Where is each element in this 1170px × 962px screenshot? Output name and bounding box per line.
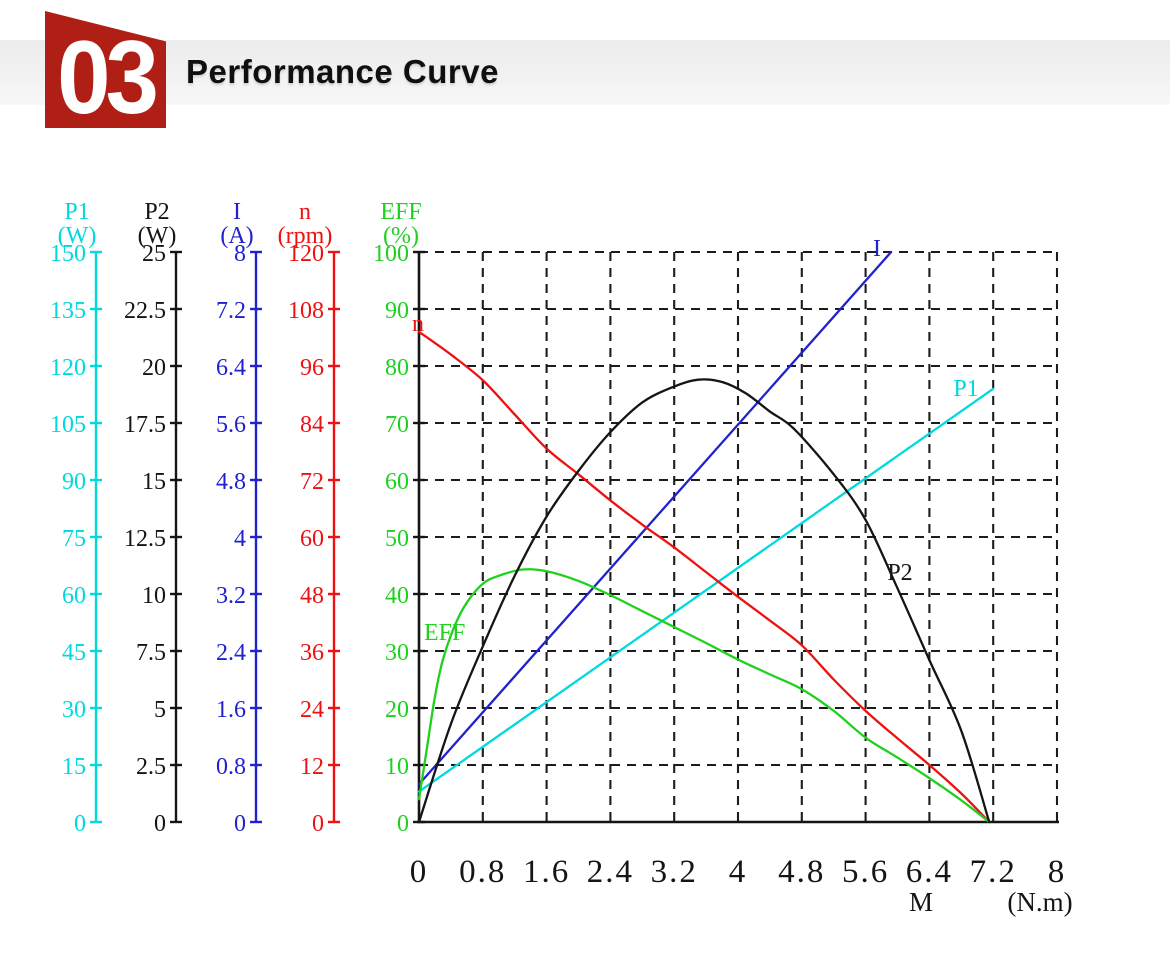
y-tick-label-I: 8: [234, 241, 246, 267]
x-tick-label: 2.4: [587, 854, 634, 890]
curve-I: [417, 250, 893, 786]
y-tick-label-EFF: 10: [385, 754, 409, 780]
y-tick-label-P2: 15: [142, 469, 166, 495]
y-tick-label-P1: 90: [62, 469, 86, 495]
curve-label-P1: P1: [953, 376, 978, 402]
y-tick-label-P1: 30: [62, 697, 86, 723]
y-tick-label-n: 96: [300, 355, 324, 381]
y-tick-label-P2: 7.5: [136, 640, 166, 666]
y-axis-EFF: [413, 250, 425, 824]
y-tick-label-n: 48: [300, 583, 324, 609]
curve-label-EFF: EFF: [424, 620, 465, 646]
y-tick-label-P1: 0: [74, 811, 86, 837]
y-axis-name-P2: P2: [144, 199, 169, 225]
plot-grid: [419, 250, 1059, 822]
page-title: Performance Curve: [186, 53, 499, 90]
y-axis-P1: [90, 250, 102, 824]
y-tick-label-P2: 22.5: [124, 298, 166, 324]
x-tick-label: 0.8: [459, 854, 506, 890]
y-tick-label-I: 1.6: [216, 697, 246, 723]
y-tick-label-EFF: 80: [385, 355, 409, 381]
y-tick-label-n: 24: [300, 697, 324, 723]
y-axis-unit-P1: (W): [58, 223, 97, 249]
curve-label-I: I: [873, 236, 881, 262]
x-tick-label: 4.8: [778, 854, 825, 890]
x-axis-unit: (N.m): [1007, 887, 1072, 917]
y-tick-label-I: 0: [234, 811, 246, 837]
y-tick-label-P1: 60: [62, 583, 86, 609]
y-tick-label-I: 7.2: [216, 298, 246, 324]
y-tick-label-n: 36: [300, 640, 324, 666]
y-tick-label-P2: 10: [142, 583, 166, 609]
y-tick-label-P2: 0: [154, 811, 166, 837]
y-tick-label-P2: 25: [142, 241, 166, 267]
y-tick-label-P2: 12.5: [124, 526, 166, 552]
y-tick-label-I: 4.8: [216, 469, 246, 495]
y-tick-label-EFF: 90: [385, 298, 409, 324]
y-tick-label-EFF: 50: [385, 526, 409, 552]
x-tick-label: 3.2: [651, 854, 698, 890]
x-tick-label: 1.6: [523, 854, 570, 890]
y-axis-unit-EFF: (%): [383, 223, 419, 249]
y-tick-label-P1: 105: [50, 412, 86, 438]
y-tick-label-EFF: 70: [385, 412, 409, 438]
curve-P2: [417, 378, 991, 824]
y-axis-name-I: I: [233, 199, 241, 225]
y-tick-label-P1: 150: [50, 241, 86, 267]
y-axis-unit-n: (rpm): [278, 223, 333, 249]
header-strip: [0, 40, 1170, 105]
x-tick-label: 0: [410, 854, 429, 890]
y-tick-label-I: 2.4: [216, 640, 246, 666]
curve-n: [417, 330, 991, 824]
y-tick-label-P1: 75: [62, 526, 86, 552]
curve-label-P2: P2: [887, 560, 912, 586]
y-tick-label-n: 120: [288, 241, 324, 267]
y-tick-label-EFF: 40: [385, 583, 409, 609]
y-axis-name-P1: P1: [64, 199, 89, 225]
y-tick-label-I: 4: [234, 526, 246, 552]
y-tick-label-n: 0: [312, 811, 324, 837]
y-tick-label-EFF: 20: [385, 697, 409, 723]
y-tick-label-P2: 5: [154, 697, 166, 723]
y-tick-label-P2: 2.5: [136, 754, 166, 780]
x-tick-label: 7.2: [970, 854, 1017, 890]
x-axis-label: M: [909, 887, 933, 917]
y-axis-I: [250, 250, 262, 824]
y-axis-P2: [170, 250, 182, 824]
section-number: 03: [57, 19, 159, 136]
y-tick-label-P1: 120: [50, 355, 86, 381]
y-tick-label-EFF: 30: [385, 640, 409, 666]
curve-P1: [417, 387, 995, 793]
y-tick-label-P2: 20: [142, 355, 166, 381]
y-tick-label-n: 60: [300, 526, 324, 552]
y-tick-label-n: 12: [300, 754, 324, 780]
x-tick-label: 6.4: [906, 854, 953, 890]
y-tick-label-P1: 45: [62, 640, 86, 666]
curve-label-n: n: [412, 311, 424, 337]
y-axis-name-EFF: EFF: [380, 199, 421, 225]
y-tick-label-I: 3.2: [216, 583, 246, 609]
y-axis-unit-I: (A): [220, 223, 253, 249]
y-tick-label-P1: 15: [62, 754, 86, 780]
y-tick-label-P1: 135: [50, 298, 86, 324]
x-tick-label: 8: [1048, 854, 1067, 890]
y-tick-label-EFF: 100: [373, 241, 409, 267]
y-tick-label-EFF: 0: [397, 811, 409, 837]
y-axis-name-n: n: [299, 199, 311, 225]
y-axis-unit-P2: (W): [138, 223, 177, 249]
y-tick-label-n: 108: [288, 298, 324, 324]
y-tick-label-I: 0.8: [216, 754, 246, 780]
x-tick-label: 5.6: [842, 854, 889, 890]
y-tick-label-I: 6.4: [216, 355, 246, 381]
y-tick-label-n: 84: [300, 412, 324, 438]
y-tick-label-n: 72: [300, 469, 324, 495]
y-tick-label-EFF: 60: [385, 469, 409, 495]
x-tick-label: 4: [729, 854, 748, 890]
y-axis-n: [328, 250, 340, 824]
y-tick-label-I: 5.6: [216, 412, 246, 438]
curve-EFF: [417, 568, 991, 824]
y-tick-label-P2: 17.5: [124, 412, 166, 438]
